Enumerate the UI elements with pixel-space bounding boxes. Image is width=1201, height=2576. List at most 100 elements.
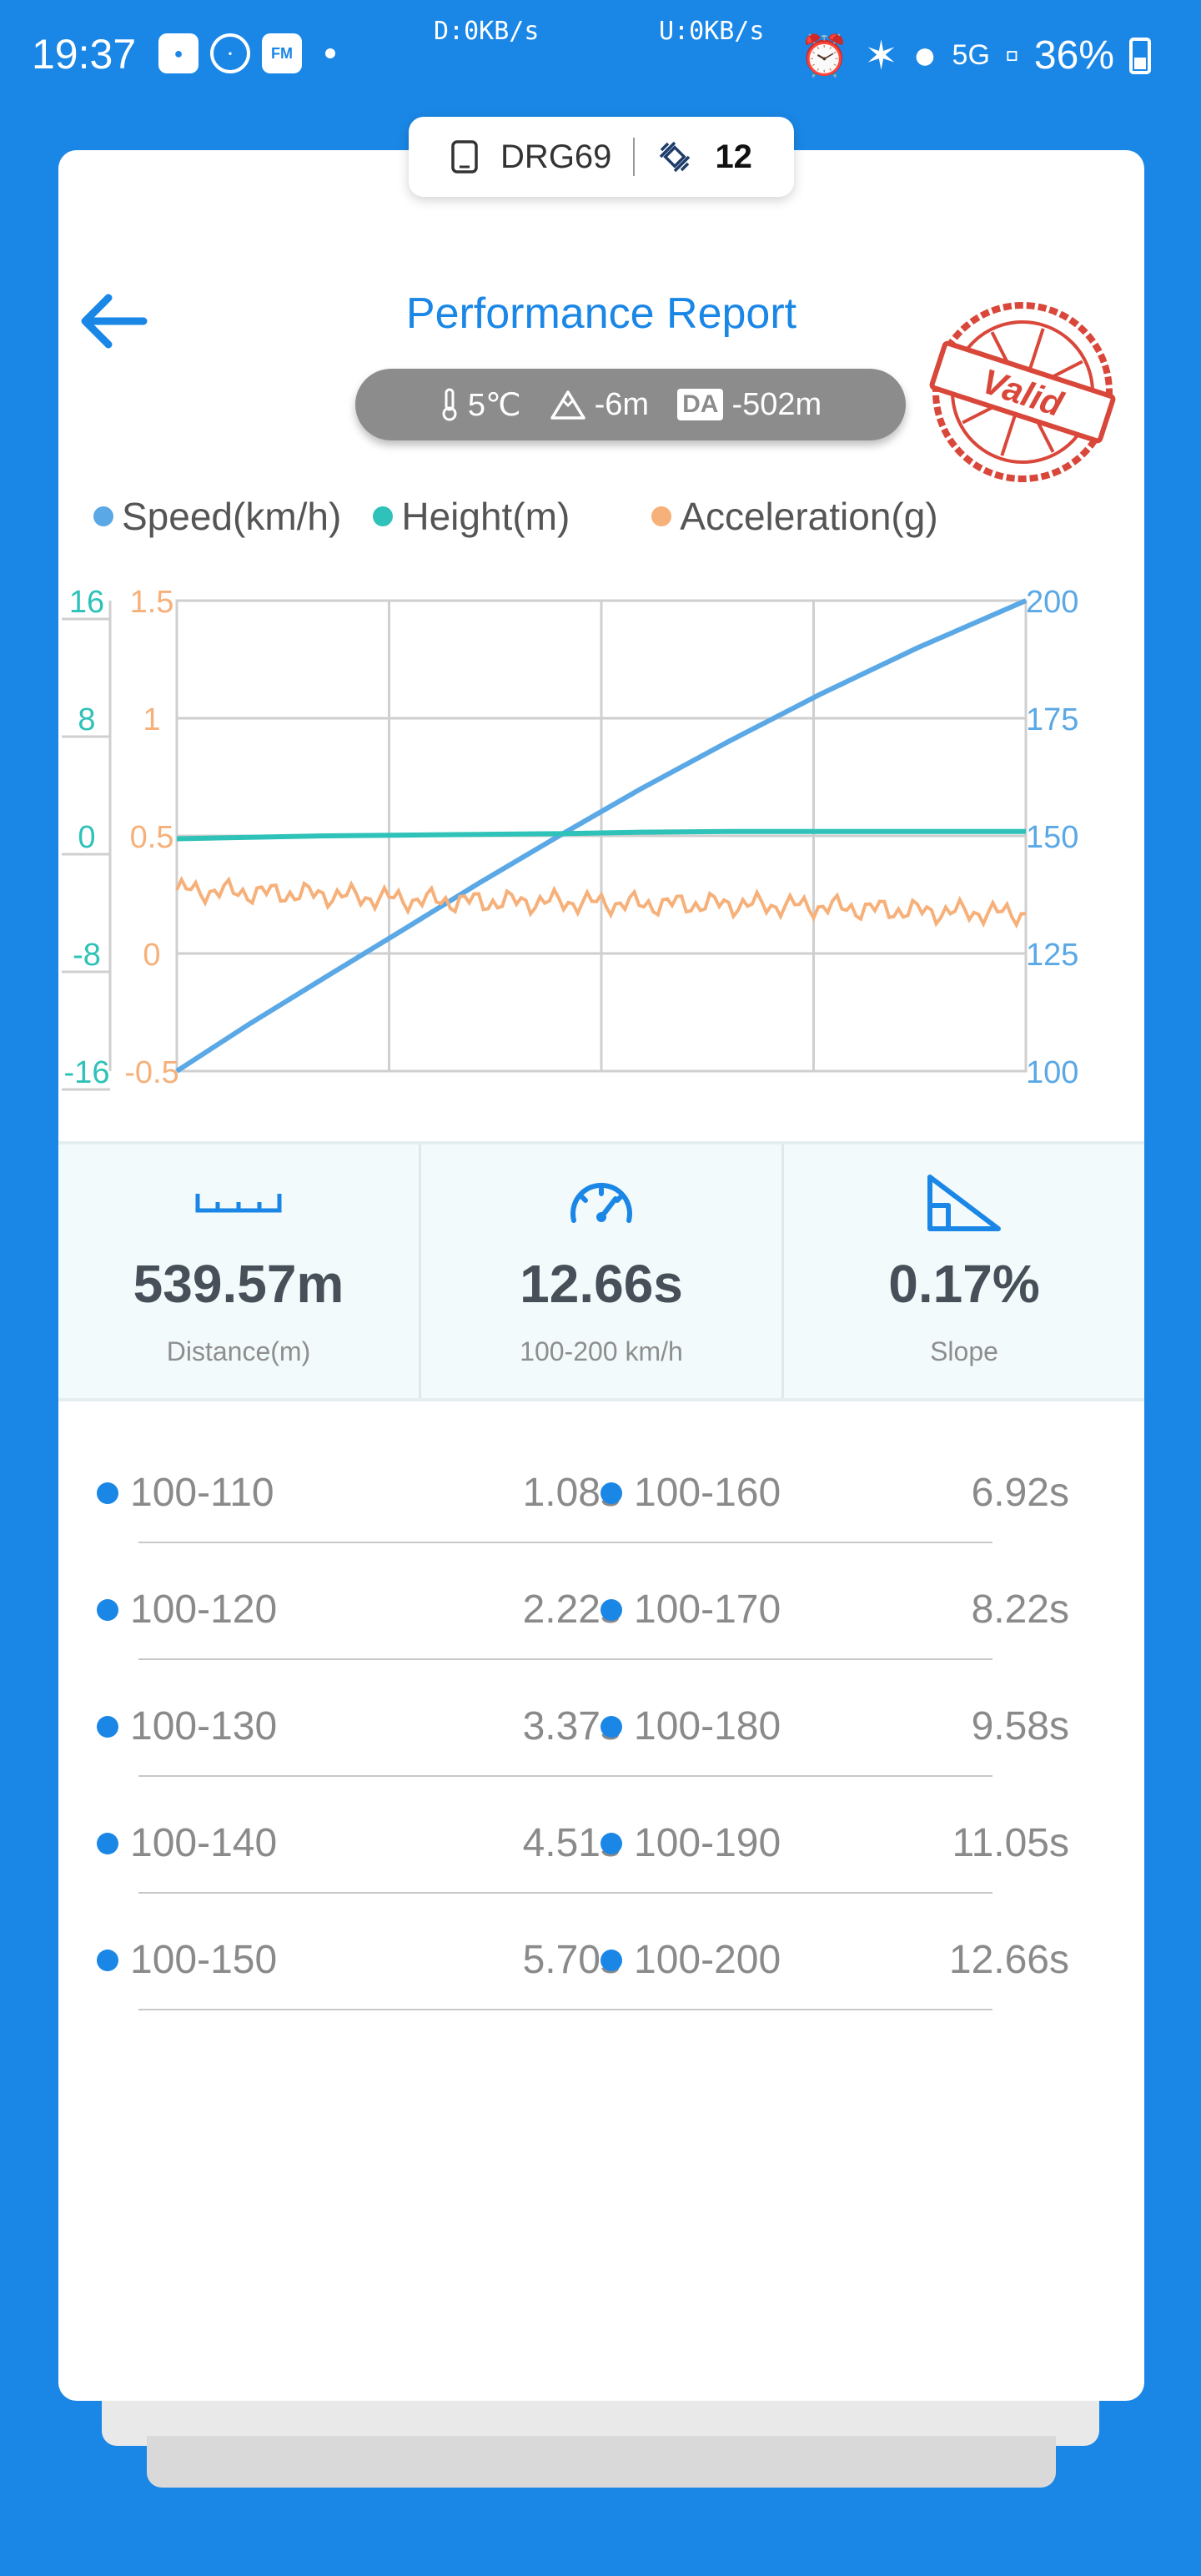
legend-item-speed: Speed(km/h) xyxy=(93,494,341,539)
height-axis-tick: 16 xyxy=(69,585,104,620)
split-item: 100-180 xyxy=(600,1703,781,1749)
distance-value: 539.57m xyxy=(133,1254,344,1314)
height-axis-tick: -16 xyxy=(64,1055,110,1090)
split-range: 100-180 xyxy=(634,1704,781,1748)
split-row: 100-130 3.37s 100-180 9.58s xyxy=(58,1660,1144,1777)
altitude-item: -6m xyxy=(550,387,649,423)
bullet-dot xyxy=(97,1482,118,1505)
split-row: 100-110 1.08s 100-160 6.92s xyxy=(58,1426,1144,1543)
device-pill[interactable]: DRG69 12 xyxy=(409,117,794,197)
split-range: 100-130 xyxy=(130,1704,278,1748)
split-item: 100-140 xyxy=(97,1820,277,1866)
acceleration-axis-tick: 0.5 xyxy=(130,820,174,855)
split-range: 100-190 xyxy=(634,1821,781,1865)
battery-level: 36% xyxy=(1033,33,1114,78)
stat-slope: 0.17% Slope xyxy=(781,1145,1144,1398)
location-icon: ● xyxy=(912,33,937,78)
height-series-line xyxy=(176,828,1026,842)
thermometer-icon xyxy=(442,388,457,421)
bullet-dot xyxy=(97,1716,118,1738)
altitude-value: -6m xyxy=(594,386,650,422)
height-axis-tick: 8 xyxy=(78,702,95,737)
battery-icon xyxy=(1129,37,1151,74)
split-time: 8.22s xyxy=(971,1587,1069,1632)
device-name: DRG69 xyxy=(500,138,612,175)
valid-stamp: Valid xyxy=(929,302,1116,482)
density-altitude-value: -502m xyxy=(731,386,822,422)
split-time: 4.51s xyxy=(522,1821,621,1865)
stats-panel: 539.57m Distance(m) 12.66s 100-200 km/h … xyxy=(58,1141,1144,1401)
split-time: 9.58s xyxy=(971,1704,1069,1748)
back-arrow-icon[interactable] xyxy=(77,288,152,355)
bluetooth-icon: ✶ xyxy=(864,33,898,78)
bullet-dot xyxy=(600,1833,622,1855)
network-type: 5G xyxy=(952,39,990,71)
stat-distance: 539.57m Distance(m) xyxy=(58,1145,419,1398)
split-range: 100-120 xyxy=(130,1587,278,1632)
status-time: 19:37 xyxy=(32,31,137,78)
split-range: 100-200 xyxy=(634,1938,781,1982)
legend-dot-height xyxy=(373,506,394,526)
density-altitude-item: DA -502m xyxy=(677,387,822,423)
map-pin-app-icon: ● xyxy=(158,33,198,73)
speed-axis-tick: 150 xyxy=(1026,820,1078,855)
split-time: 12.66s xyxy=(948,1938,1069,1982)
stat-time: 12.66s 100-200 km/h xyxy=(419,1145,781,1398)
split-time: 5.70s xyxy=(522,1938,621,1982)
bullet-dot xyxy=(600,1950,622,1972)
legend-item-acceleration: Acceleration(g) xyxy=(651,494,938,539)
status-bar: 19:37 ● • FM D:0KB/s U:0KB/s ⏰ ✶ ● 5G ▫ … xyxy=(0,0,1201,83)
split-range: 100-160 xyxy=(634,1471,781,1515)
slope-icon xyxy=(927,1175,1001,1231)
split-range: 100-170 xyxy=(634,1587,781,1632)
split-item: 100-130 xyxy=(97,1703,277,1749)
phone-icon xyxy=(451,140,478,174)
satellite-icon xyxy=(660,141,691,173)
speed-axis-tick: 200 xyxy=(1026,585,1078,620)
acceleration-axis-tick: 1 xyxy=(143,702,160,737)
performance-chart: 16 8 0 -8 -16 1.5 1 0.5 0 -0.5 200 175 150 125 100 xyxy=(62,585,1078,1091)
da-badge: DA xyxy=(677,389,724,420)
bullet-dot xyxy=(600,1599,622,1622)
split-item: 100-150 xyxy=(97,1937,277,1983)
pill-divider xyxy=(633,138,636,176)
alarm-icon: ⏰ xyxy=(799,34,850,78)
upload-speed: U:0KB/s xyxy=(659,17,765,46)
split-item: 100-160 xyxy=(600,1470,781,1516)
notification-icons: ● • FM xyxy=(158,33,335,73)
split-item: 100-170 xyxy=(600,1587,781,1633)
legend-dot-speed xyxy=(93,506,113,526)
speedometer-icon xyxy=(570,1182,632,1223)
page-title: Performance Report xyxy=(405,289,797,338)
temperature-value: 5℃ xyxy=(467,387,521,423)
circle-app-icon: • xyxy=(210,33,250,73)
split-row: 100-140 4.51s 100-190 11.05s xyxy=(58,1777,1144,1894)
slope-label: Slope xyxy=(930,1336,998,1366)
split-time: 6.92s xyxy=(971,1471,1069,1515)
speed-axis-tick: 175 xyxy=(1026,702,1078,737)
legend-label-acceleration: Acceleration(g) xyxy=(680,495,938,538)
environment-pill: 5℃ -6m DA -502m xyxy=(355,369,906,440)
report-card: Performance Report 5℃ -6m DA -502m Valid xyxy=(58,150,1144,2401)
satellite-count: 12 xyxy=(715,138,752,175)
acceleration-axis-tick: 1.5 xyxy=(130,585,174,620)
time-value: 12.66s xyxy=(520,1254,683,1314)
split-row: 100-120 2.22s 100-170 8.22s xyxy=(58,1543,1144,1660)
mountain-icon xyxy=(550,390,585,420)
bullet-dot xyxy=(97,1599,118,1622)
split-time: 11.05s xyxy=(952,1821,1069,1865)
bullet-dot xyxy=(97,1950,118,1972)
speed-axis-tick: 100 xyxy=(1026,1055,1078,1090)
legend-label-speed: Speed(km/h) xyxy=(122,495,342,538)
split-row: 100-150 5.70s 100-200 12.66s xyxy=(58,1894,1144,2010)
split-item: 100-200 xyxy=(600,1937,781,1983)
slope-value: 0.17% xyxy=(888,1254,1040,1314)
fm-app-icon: FM xyxy=(262,33,302,73)
signal-icon: ▫ xyxy=(1004,33,1019,78)
split-item: 100-120 xyxy=(97,1587,277,1633)
legend-label-height: Height(m) xyxy=(401,495,570,538)
acceleration-axis-tick: 0 xyxy=(143,938,160,973)
split-time: 3.37s xyxy=(522,1704,621,1748)
bullet-dot xyxy=(600,1482,622,1505)
chart-legend: Speed(km/h) Height(m) Acceleration(g) xyxy=(93,494,938,539)
